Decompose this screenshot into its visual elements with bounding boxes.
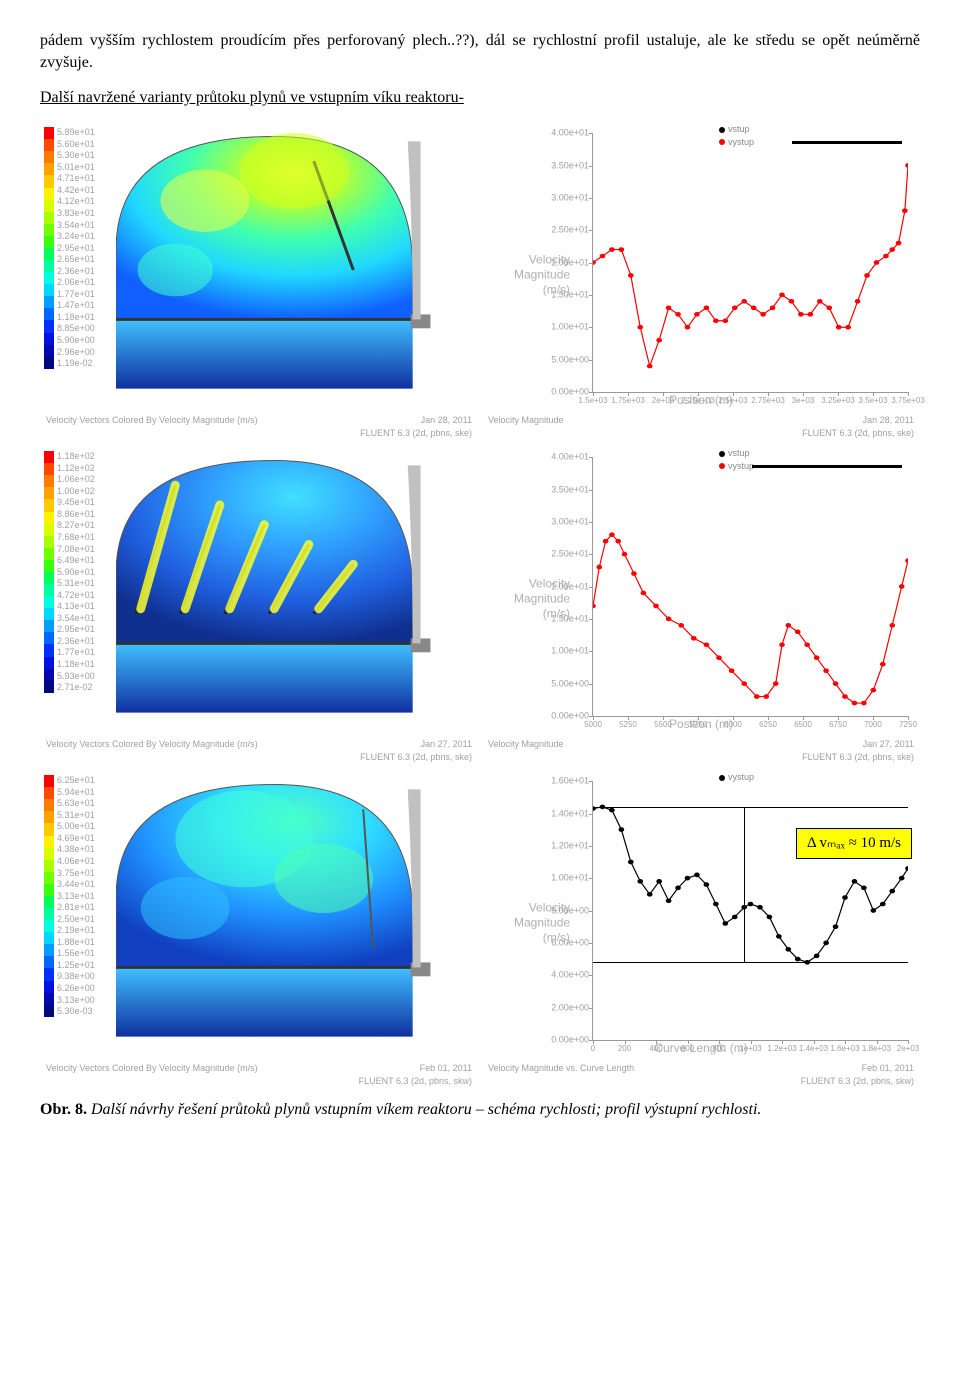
delta-vmax-callout: Δ vₘₐₓ ≈ 10 m/s: [796, 828, 912, 859]
velocity-chart-1: VelocityMagnitude(m/s)4.00e+013.50e+013.…: [482, 121, 920, 441]
caption-label: Obr. 8.: [40, 1101, 87, 1118]
cfd-panel-3: 6.25e+015.94e+015.63e+015.31e+015.00e+01…: [40, 769, 478, 1089]
paragraph-1: pádem vyšším rychlostem proudícím přes p…: [40, 30, 920, 75]
caption-text: Další návrhy řešení průtoků plynů vstupn…: [87, 1101, 761, 1118]
cfd-panel-2: 1.18e+021.12e+021.06e+021.00e+029.45e+01…: [40, 445, 478, 765]
paragraph-2: Další navržené varianty průtoku plynů ve…: [40, 87, 920, 109]
figure-caption: Obr. 8. Další návrhy řešení průtoků plyn…: [40, 1099, 920, 1121]
cfd-panel-1: 5.89e+015.60e+015.30e+015.01e+014.71e+01…: [40, 121, 478, 441]
figure-grid: 5.89e+015.60e+015.30e+015.01e+014.71e+01…: [40, 121, 920, 1089]
velocity-chart-2: VelocityMagnitude(m/s)4.00e+013.50e+013.…: [482, 445, 920, 765]
velocity-chart-3: VelocityMagnitude(m/s)1.60e+011.40e+011.…: [482, 769, 920, 1089]
